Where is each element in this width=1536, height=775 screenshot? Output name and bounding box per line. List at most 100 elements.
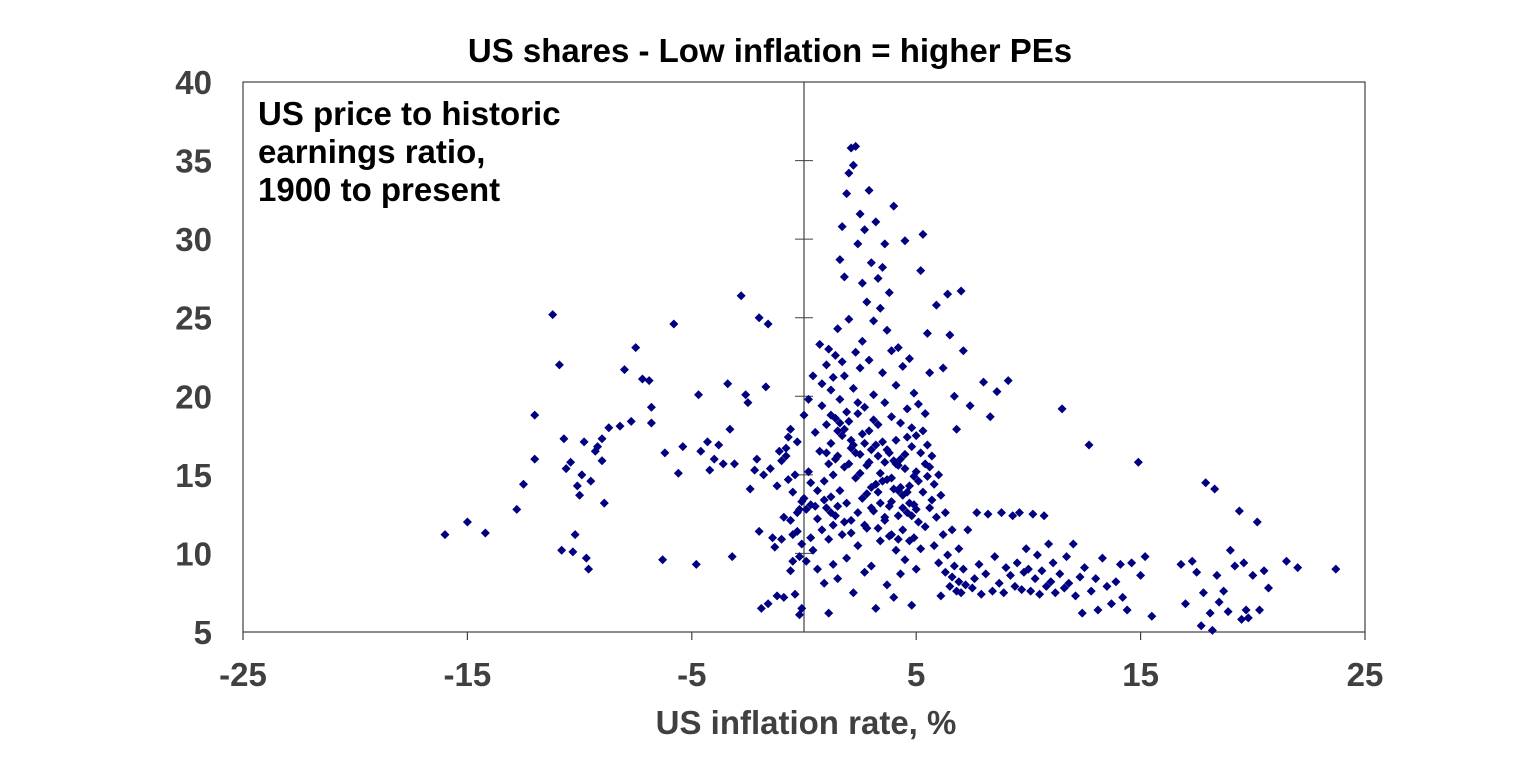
data-point bbox=[727, 552, 737, 562]
data-point bbox=[866, 503, 876, 513]
data-point bbox=[752, 454, 762, 464]
data-point bbox=[839, 272, 849, 282]
data-point bbox=[1115, 559, 1125, 569]
data-point bbox=[790, 589, 800, 599]
data-point bbox=[902, 487, 912, 497]
data-point bbox=[806, 533, 816, 543]
data-point bbox=[920, 522, 930, 532]
data-point bbox=[873, 451, 883, 461]
y-tick-label: 30 bbox=[175, 221, 212, 258]
data-point bbox=[694, 390, 704, 400]
data-point bbox=[821, 503, 831, 513]
data-point bbox=[842, 498, 852, 508]
data-point bbox=[970, 574, 980, 584]
data-point bbox=[927, 495, 937, 505]
data-point bbox=[1032, 550, 1042, 560]
data-point bbox=[631, 343, 641, 353]
data-point bbox=[904, 498, 914, 508]
data-point bbox=[857, 278, 867, 288]
data-point bbox=[1201, 478, 1211, 488]
data-point bbox=[853, 541, 863, 551]
data-point bbox=[846, 528, 856, 538]
data-point bbox=[869, 316, 879, 326]
data-point bbox=[1050, 588, 1060, 598]
data-point bbox=[873, 420, 883, 430]
data-point bbox=[909, 388, 919, 398]
data-point bbox=[981, 569, 991, 579]
data-point bbox=[857, 336, 867, 346]
data-point bbox=[819, 495, 829, 505]
data-point bbox=[929, 541, 939, 551]
data-point bbox=[705, 465, 715, 475]
data-point bbox=[878, 476, 888, 486]
data-point bbox=[1026, 586, 1036, 596]
data-point bbox=[963, 525, 973, 535]
data-point bbox=[922, 328, 932, 338]
data-point bbox=[1037, 566, 1047, 576]
data-point bbox=[860, 567, 870, 577]
data-point bbox=[619, 365, 629, 375]
data-point bbox=[1071, 591, 1081, 601]
data-point bbox=[826, 438, 836, 448]
data-point bbox=[754, 313, 764, 323]
data-point bbox=[954, 577, 964, 587]
data-point bbox=[916, 544, 926, 554]
data-point bbox=[824, 534, 834, 544]
data-point bbox=[835, 394, 845, 404]
data-point bbox=[864, 355, 874, 365]
data-point bbox=[646, 402, 656, 412]
data-point bbox=[824, 459, 834, 469]
data-point bbox=[572, 481, 582, 491]
data-point bbox=[1048, 558, 1058, 568]
data-point bbox=[597, 456, 607, 466]
data-point bbox=[842, 189, 852, 199]
data-point bbox=[1102, 581, 1112, 591]
data-point bbox=[875, 536, 885, 546]
data-point bbox=[1093, 605, 1103, 615]
data-point bbox=[1030, 574, 1040, 584]
data-point bbox=[1059, 583, 1069, 593]
data-point bbox=[878, 368, 888, 378]
data-point bbox=[844, 168, 854, 178]
data-point bbox=[1140, 552, 1150, 562]
data-point bbox=[1075, 572, 1085, 582]
data-point bbox=[931, 300, 941, 310]
data-point bbox=[851, 473, 861, 483]
data-point bbox=[777, 534, 787, 544]
data-point bbox=[754, 526, 764, 536]
data-point bbox=[559, 434, 569, 444]
data-point bbox=[824, 344, 834, 354]
data-point bbox=[1214, 597, 1224, 607]
data-point bbox=[949, 391, 959, 401]
data-point bbox=[853, 409, 863, 419]
data-point bbox=[637, 374, 647, 384]
data-point bbox=[703, 437, 713, 447]
data-point bbox=[875, 303, 885, 313]
data-point bbox=[911, 504, 921, 514]
data-point bbox=[954, 544, 964, 554]
data-point bbox=[750, 465, 760, 475]
data-point bbox=[857, 493, 867, 503]
data-point bbox=[812, 486, 822, 496]
data-point bbox=[786, 515, 796, 525]
data-point bbox=[561, 464, 571, 474]
data-point bbox=[880, 239, 890, 249]
data-point bbox=[913, 476, 923, 486]
data-point bbox=[909, 471, 919, 481]
data-point bbox=[1281, 556, 1291, 566]
data-point bbox=[646, 418, 656, 428]
x-axis-label: US inflation rate, % bbox=[656, 704, 957, 741]
data-point bbox=[958, 564, 968, 574]
data-point bbox=[803, 467, 813, 477]
data-point bbox=[783, 432, 793, 442]
x-tick-label: -5 bbox=[677, 656, 706, 693]
data-point bbox=[862, 297, 872, 307]
y-tick-label: 15 bbox=[175, 457, 212, 494]
data-point bbox=[1133, 457, 1143, 467]
data-point bbox=[875, 498, 885, 508]
data-point bbox=[1077, 608, 1087, 618]
data-point bbox=[949, 561, 959, 571]
data-point bbox=[1044, 539, 1054, 549]
data-point bbox=[577, 470, 587, 480]
data-point bbox=[907, 600, 917, 610]
